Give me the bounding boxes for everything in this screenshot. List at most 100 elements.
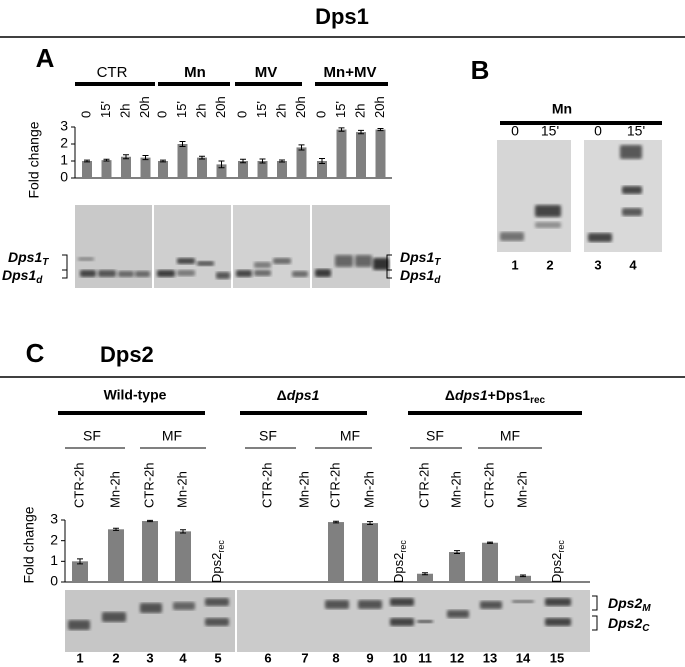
gel-band: [535, 205, 561, 217]
x-tick-label: 2h: [273, 104, 288, 118]
subgroup-label: SF: [426, 428, 444, 444]
band-label: Dps1T: [8, 249, 49, 268]
y-tick-label: 2: [50, 531, 58, 547]
x-tick-label: Mn-2h: [107, 471, 122, 508]
bar: [82, 161, 92, 178]
error-bar: [103, 158, 110, 162]
error-bar: [279, 159, 285, 163]
gel-band: [545, 618, 571, 626]
bracket: [592, 595, 598, 631]
group-label: Δdps1+Dps1rec: [445, 387, 546, 406]
y-tick-label: 3: [60, 118, 68, 134]
lane-number: 6: [264, 650, 271, 665]
subgroup-label: MF: [162, 428, 182, 444]
x-tick-label: 20h: [213, 96, 228, 118]
band-label: Dps1d: [2, 267, 43, 286]
gel-band: [273, 258, 291, 264]
error-bar: [333, 520, 339, 524]
subgroup-label: MF: [340, 428, 360, 444]
bar: [417, 573, 433, 582]
bar: [175, 531, 191, 582]
lane-number: 15: [550, 650, 564, 665]
subgroup-label: MF: [500, 428, 520, 444]
gel-band: [447, 610, 469, 618]
error-bar: [147, 519, 153, 523]
error-bar: [160, 159, 166, 163]
lane-number: 9: [366, 650, 373, 665]
x-tick-label: 15': [174, 101, 189, 118]
y-tick-label: 0: [60, 169, 68, 185]
bar: [101, 160, 112, 178]
gel-band: [622, 208, 642, 216]
y-tick-label: 2: [60, 135, 68, 151]
group-label: Mn+MV: [324, 64, 377, 81]
gel-band: [512, 600, 534, 603]
bar: [72, 561, 88, 582]
gel-band: [588, 233, 612, 242]
error-bar: [199, 155, 205, 160]
error-bar: [367, 521, 373, 526]
lane-number: 5: [214, 650, 221, 665]
rec-label: Dps2rec: [549, 540, 566, 583]
bar: [336, 129, 347, 178]
bar: [238, 161, 248, 178]
x-tick-label: 0: [313, 111, 328, 118]
lane-number: 2: [112, 650, 119, 665]
rec-label: Dps2rec: [209, 540, 226, 583]
error-bar: [240, 158, 246, 164]
x-tick-label: Mn-2h: [296, 471, 311, 508]
gel-band: [216, 272, 230, 279]
x-tick-label: 0: [234, 111, 249, 118]
group-label: Mn: [184, 64, 206, 81]
gel-band: [315, 269, 331, 277]
error-bar: [84, 159, 90, 163]
time-label: 0: [594, 123, 602, 139]
error-bar: [113, 527, 119, 531]
gel-band: [358, 600, 382, 609]
lane-number: 7: [301, 650, 308, 665]
gel-band: [292, 271, 308, 277]
axis-title: Fold change: [21, 506, 37, 583]
lane-number: 4: [629, 257, 637, 272]
bar: [482, 542, 498, 582]
panel-title: Dps2: [100, 342, 154, 367]
x-tick-label: 2h: [117, 104, 132, 118]
group-label: CTR: [97, 64, 128, 81]
group-label: Δdps1: [277, 387, 320, 403]
bar: [140, 157, 151, 178]
lane-number: 1: [511, 257, 518, 272]
bar: [257, 161, 268, 178]
gel-band: [390, 618, 414, 626]
gel-band: [535, 222, 561, 228]
bar: [158, 161, 168, 178]
lane-number: 2: [546, 257, 553, 272]
error-bar: [338, 127, 345, 132]
gel-band: [173, 602, 195, 610]
bar: [121, 156, 131, 178]
subgroup-labels: SF MF SF MF SF MF: [83, 428, 520, 444]
error-bar: [319, 157, 325, 165]
gel-band: [135, 271, 150, 277]
lane-numbers: 1 2 3 4 5 6 7 8 9 10 11 12 13 14 15: [76, 650, 564, 665]
x-tick-label: Mn-2h: [361, 471, 376, 508]
gel-band: [68, 620, 90, 630]
bar: [108, 529, 124, 582]
x-tick-label: 2h: [193, 104, 208, 118]
gel-band: [373, 258, 389, 270]
time-label: 15': [541, 123, 559, 139]
gel-band: [118, 271, 134, 277]
band-label: Dps2C: [608, 615, 650, 634]
axis-title: Fold change: [26, 121, 42, 198]
time-label: 0: [511, 123, 519, 139]
gel-band: [325, 600, 349, 609]
lane-number: 14: [516, 650, 531, 665]
x-tick-label: CTR-2h: [259, 462, 274, 508]
x-tick-label: 20h: [372, 96, 387, 118]
x-tick-label: CTR-2h: [481, 462, 496, 508]
error-bar: [377, 128, 384, 132]
lane-number: 1: [76, 650, 83, 665]
gel-band: [236, 270, 252, 277]
gel-band: [417, 620, 433, 623]
gel-band: [140, 603, 162, 613]
gel-band: [177, 270, 195, 276]
